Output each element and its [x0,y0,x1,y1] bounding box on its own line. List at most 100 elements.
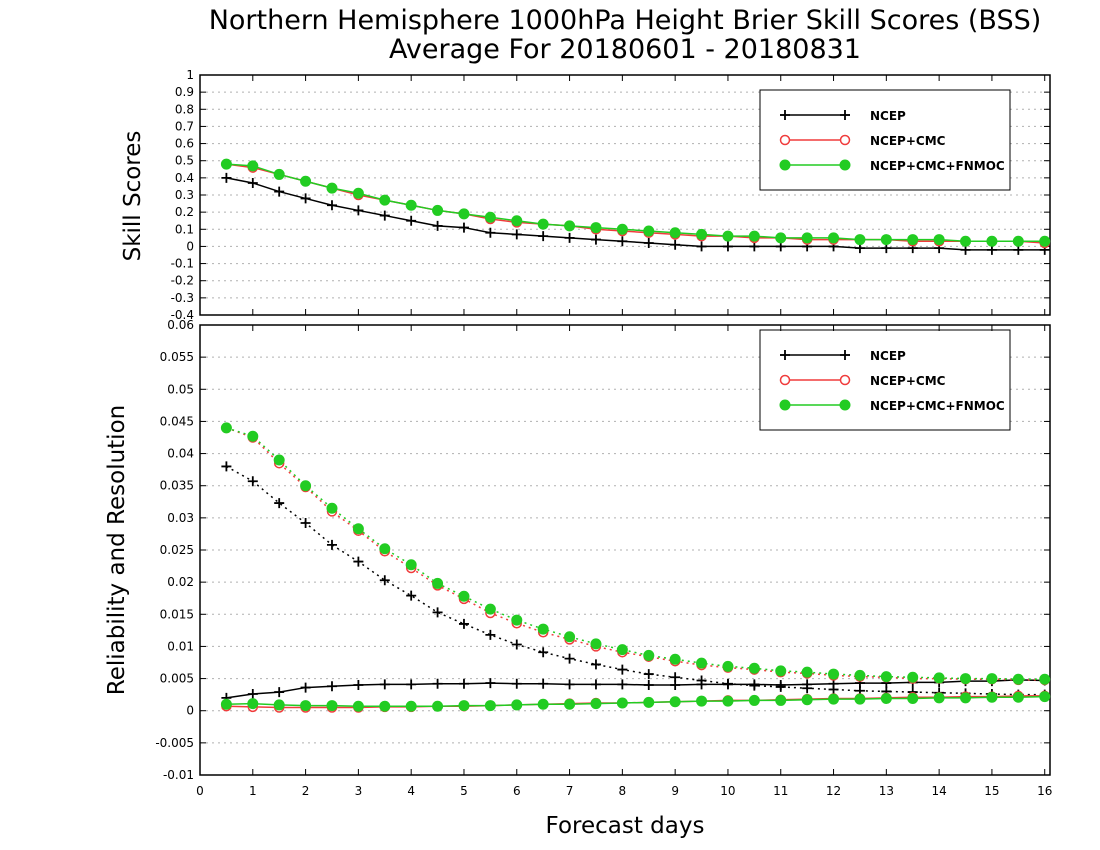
data-point [300,700,312,712]
data-point [828,668,840,680]
data-point [247,476,258,487]
data-point [933,692,945,704]
data-point [748,662,760,674]
data-point [933,234,945,246]
x-tick-label: 9 [671,784,679,798]
data-point [617,236,628,247]
data-point [643,680,654,690]
data-point [590,679,601,690]
y-tick-label: 0.6 [175,137,194,151]
series-ncep-cmc-fnmoc-dotted [220,422,1051,685]
legend-marker [780,110,790,120]
y-tick-label: 0.5 [175,154,194,168]
series-line [226,679,1045,699]
data-point [484,603,496,615]
y-tick-label: 0.035 [160,479,194,493]
chart-title-line-2: Average For 20180601 - 20180831 [389,34,861,65]
data-point [775,665,787,677]
data-point [432,220,443,231]
data-point [220,698,232,710]
x-tick-label: 15 [984,784,999,798]
data-point [1039,691,1051,703]
data-point [511,678,522,689]
data-point [458,222,469,233]
data-point [564,631,576,643]
data-point [907,234,919,246]
data-point [669,653,681,665]
data-point [748,230,760,242]
data-point [353,556,364,567]
data-point [300,682,311,693]
data-point [643,238,654,248]
y-tick-label: 0.7 [175,119,194,133]
data-point [300,175,312,187]
data-point [722,241,733,252]
data-point [538,231,549,242]
data-point [722,679,733,690]
data-point [432,204,444,216]
data-point [828,232,840,244]
data-point [802,679,813,690]
data-point [326,502,338,514]
x-axis: 0 1 2 3 4 5 6 7 8 9 10 11 12 13 14 15 16 [196,75,1052,798]
data-point [643,696,655,708]
data-point [485,629,496,640]
data-point [590,698,602,710]
data-point [669,227,681,239]
y-tick-label: 0.1 [175,222,194,236]
data-point [670,239,681,250]
y-tick-label: 1 [186,68,194,82]
y-tick-label: 0.06 [167,318,194,332]
data-point [353,205,364,216]
data-point [616,223,628,235]
legend-entry-label: NCEP [870,349,906,363]
legend-entry-label: NCEP+CMC [870,374,946,388]
data-point [273,454,285,466]
data-point [696,679,707,690]
legend-marker [839,159,851,171]
legend-marker [839,374,851,386]
data-point [854,234,866,246]
data-point [801,666,813,678]
y-tick-label: 0.04 [167,447,194,461]
data-point [511,215,523,227]
data-point [643,669,654,680]
data-point [1012,235,1024,247]
data-point [801,232,813,244]
data-point [379,194,391,206]
legend-entry-label: NCEP+CMC [870,134,946,148]
x-tick-label: 10 [720,784,735,798]
data-point [564,653,575,664]
legend-marker [840,110,850,120]
y-tick-label: 0.015 [160,607,194,621]
data-point [379,543,391,555]
data-point [986,691,998,703]
data-point [326,182,338,194]
data-point [722,230,734,242]
plot-frame [199,74,1051,316]
data-point [696,241,707,252]
data-point [590,638,602,650]
x-tick-label: 14 [931,784,946,798]
y-tick-label: 0.02 [167,575,194,589]
data-point [274,498,285,509]
data-point [643,225,655,237]
y-tick-label: 0.3 [175,188,194,202]
data-point [247,698,259,710]
data-point [1039,673,1051,685]
data-point [406,679,417,690]
series-ncep-cmc-fnmoc-solid [220,691,1051,712]
x-tick-label: 4 [407,784,415,798]
data-point [379,679,390,690]
data-point [300,518,311,528]
data-point [511,614,523,626]
data-point [854,669,866,681]
data-point [511,639,522,650]
data-point [854,693,866,705]
data-point [221,172,232,183]
data-point [406,215,417,226]
y-axis-label-top: Skill Scores [120,131,146,262]
data-point [538,678,549,689]
data-point [273,699,285,711]
